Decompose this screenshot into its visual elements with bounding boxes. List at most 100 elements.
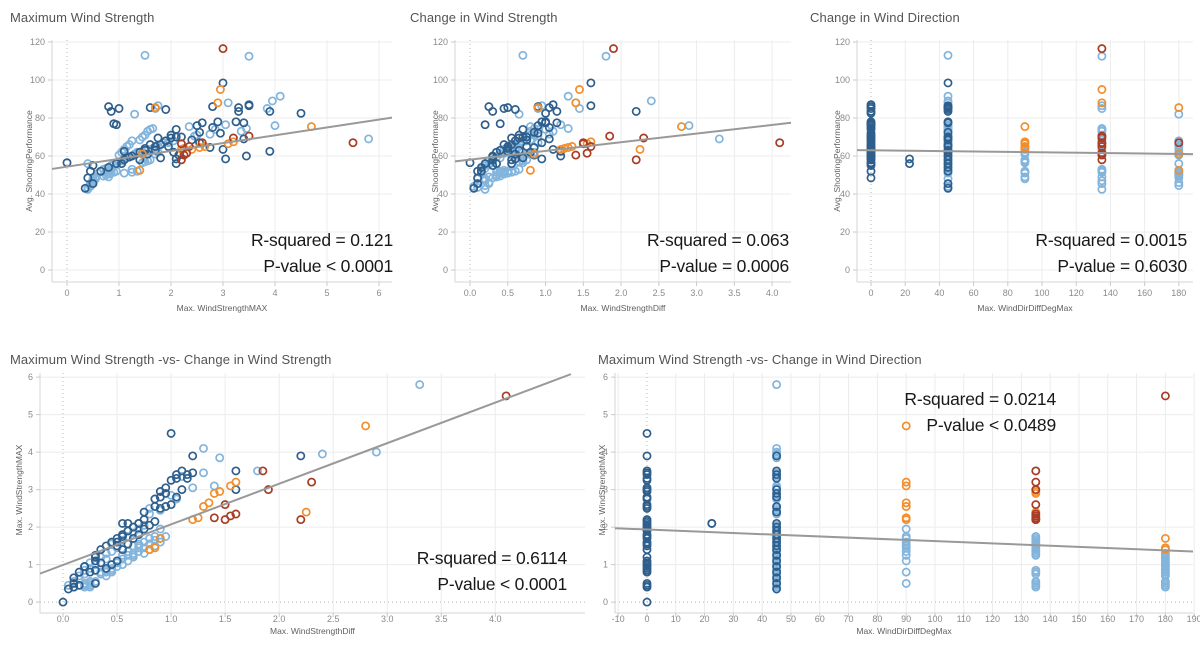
scatter-point (150, 103, 160, 113)
scatter-point (301, 507, 311, 517)
stats-annotation: R-squared = 0.0015 P-value = 0.6030 (1035, 228, 1187, 279)
scatter-point (90, 556, 100, 566)
scatter-point (943, 122, 953, 132)
y-tick-label: 4 (603, 447, 608, 457)
y-tick-label: 120 (30, 37, 45, 47)
scatter-point (772, 451, 782, 461)
data-points[interactable] (62, 44, 374, 194)
scatter-point (469, 183, 479, 193)
chart-title: Change in Wind Direction (810, 10, 960, 25)
scatter-point (1031, 500, 1041, 510)
x-tick-label: 160 (1137, 288, 1152, 298)
scatter-point (112, 556, 122, 566)
scatter-point (943, 166, 953, 176)
scatter-point (586, 78, 596, 88)
scatter-point (544, 103, 554, 113)
scatter-point (473, 166, 483, 176)
y-tick-label: 80 (840, 113, 850, 123)
scatter-point (772, 550, 782, 560)
scatter-point (537, 154, 547, 164)
trend-line (614, 527, 1194, 553)
plot-area-change-in-wind-strength[interactable]: 0.0 0.5 1.0 1.5 2.0 2.5 3.0 3.5 4.0 0 20 40 60 80 100 1… (400, 0, 798, 330)
stats-annotation: R-squared = 0.0214 P-value < 0.0489 (904, 387, 1056, 438)
x-tick-label: 70 (844, 614, 854, 624)
scatter-point (1020, 158, 1030, 168)
x-tick-label: 4.0 (766, 288, 779, 298)
x-tick-label: 50 (786, 614, 796, 624)
y-tick-label: 100 (433, 75, 448, 85)
scatter-point (213, 117, 223, 127)
plot-area-max-strength-vs-change-direction[interactable]: -10 0 10 20 30 40 50 60 70 80 90 100 110 120 130 140 150… (595, 330, 1200, 658)
scatter-point (533, 103, 543, 113)
stats-annotation: R-squared = 0.063 P-value = 0.0006 (647, 228, 789, 279)
plot-area-max-strength-vs-change-strength[interactable]: 0.0 0.5 1.0 1.5 2.0 2.5 3.0 3.5 4.0 0 1 2 3 4 5 6 (0, 330, 595, 658)
x-tick-label: 120 (985, 614, 1000, 624)
scatter-point (552, 118, 562, 128)
scatter-point (1097, 44, 1107, 54)
x-tick-label: 0.0 (464, 288, 477, 298)
plot-area-change-in-wind-direction[interactable]: 0 20 40 60 80 100 120 140 160 180 0 20 40 60 80 100 120 (800, 0, 1200, 330)
scatter-point (1097, 104, 1107, 113)
scatter-point (605, 131, 615, 141)
scatter-point (63, 584, 73, 594)
scatter-point (58, 597, 68, 607)
y-tick-label: 6 (28, 372, 33, 382)
scatter-point (772, 578, 782, 588)
chart-max-strength-vs-change-strength: 0.0 0.5 1.0 1.5 2.0 2.5 3.0 3.5 4.0 0 1 2 3 4 5 6 Maxim… (0, 330, 595, 658)
scatter-point (208, 123, 218, 132)
y-tick-label: 60 (35, 151, 45, 161)
data-points[interactable] (58, 380, 511, 607)
scatter-point (1097, 150, 1107, 160)
scatter-point (943, 162, 953, 172)
y-axis-label: Max. WindStrengthMAX (597, 444, 607, 536)
scatter-point (480, 184, 490, 194)
scatter-point (171, 124, 181, 134)
scatter-point (150, 142, 160, 151)
scatter-point (80, 580, 90, 590)
data-points[interactable] (465, 44, 785, 194)
scatter-point (943, 142, 953, 151)
scatter-point (642, 556, 652, 566)
scatter-point (296, 108, 306, 118)
scatter-point (220, 515, 230, 525)
scatter-point (1097, 98, 1107, 108)
scatter-point (642, 466, 652, 476)
scatter-point (80, 562, 90, 571)
scatter-point (1174, 103, 1184, 113)
trend-line (454, 121, 792, 163)
x-tick-label: 2.0 (273, 614, 286, 624)
scatter-point (714, 134, 724, 144)
scatter-point (218, 44, 228, 54)
scatter-point (544, 134, 554, 144)
scatter-point (145, 103, 155, 113)
scatter-point (119, 155, 129, 165)
scatter-point (104, 162, 114, 172)
scatter-point (106, 106, 116, 116)
scatter-point (943, 117, 953, 127)
scatter-point (226, 481, 235, 491)
scatter-point (905, 159, 914, 169)
scatter-point (209, 488, 219, 498)
scatter-point (609, 44, 618, 54)
scatter-point (582, 148, 592, 158)
scatter-point (112, 533, 122, 543)
x-tick-label: 170 (1129, 614, 1144, 624)
y-tick-label: 20 (438, 227, 448, 237)
scatter-point (707, 518, 717, 528)
x-tick-label: 180 (1158, 614, 1173, 624)
x-axis-label: Max. WindStrengthMAX (176, 303, 268, 313)
scatter-point (221, 120, 231, 130)
y-tick-label: 3 (603, 485, 608, 495)
data-points[interactable] (642, 380, 1170, 607)
x-axis-label: Max. WindStrengthDiff (270, 626, 355, 636)
data-points[interactable] (866, 44, 1184, 194)
scatter-point (518, 124, 528, 134)
scatter-point (1031, 582, 1041, 592)
scatter-point (166, 133, 176, 143)
scatter-point (1160, 391, 1170, 401)
scatter-point (195, 127, 205, 137)
x-tick-label: 100 (1034, 288, 1049, 298)
scatter-point (234, 106, 244, 116)
x-tick-label: 2.5 (327, 614, 340, 624)
